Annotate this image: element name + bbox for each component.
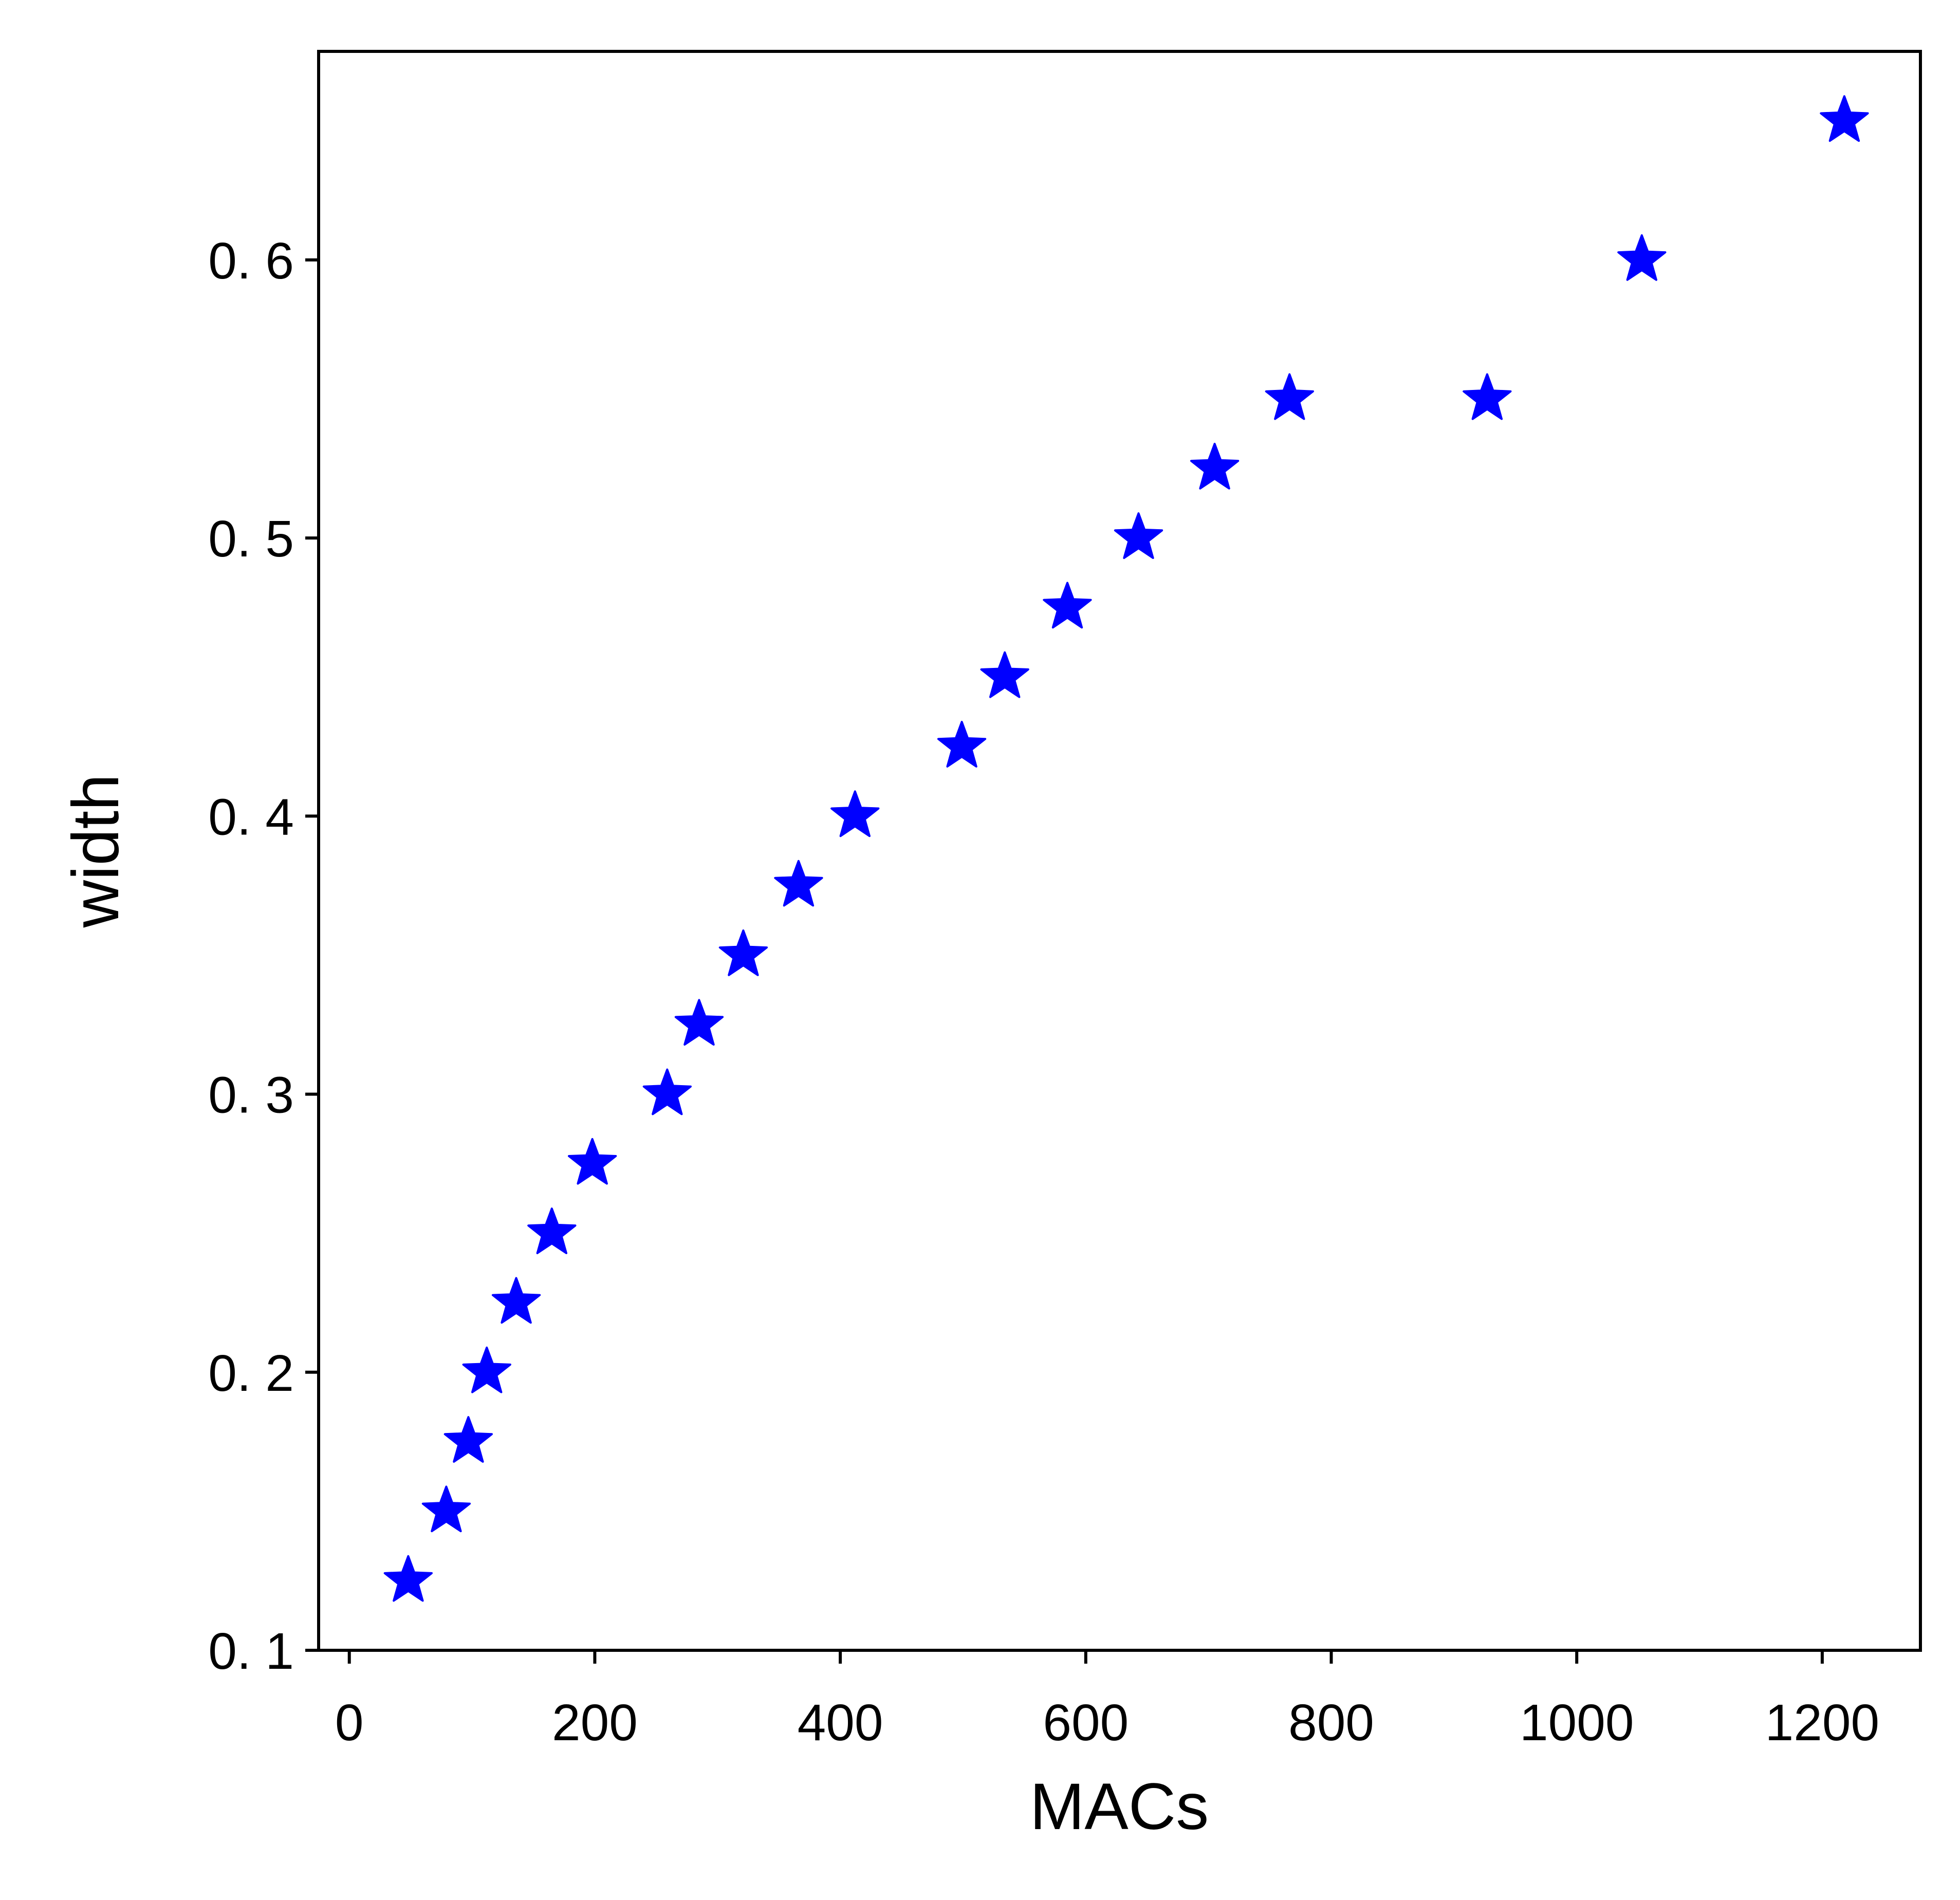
y-axis: 0. 1 0. 2 0. 3 0. 4 0. 5 0. 6 (208, 232, 319, 1680)
data-point (980, 651, 1029, 698)
data-points (383, 95, 1869, 1602)
data-point (718, 929, 768, 976)
plot-area: 0 200 400 600 800 1000 1200 0. 10. 20. 30. 40.… (208, 50, 1922, 1752)
data-point (383, 1555, 433, 1602)
data-point (674, 999, 724, 1046)
y-tick-label: 0. 6 (208, 232, 294, 290)
data-point (642, 1068, 692, 1115)
data-point (1190, 442, 1240, 490)
x-axis-label: MACs (1030, 1770, 1209, 1843)
data-point (462, 1346, 511, 1393)
x-tick-label: 800 (1288, 1694, 1374, 1752)
data-point (937, 721, 987, 768)
data-point (491, 1277, 541, 1324)
data-point (1265, 373, 1314, 420)
data-point (568, 1138, 617, 1185)
data-point (1820, 95, 1869, 142)
y-tick-label: 0. 2 (208, 1345, 294, 1402)
x-tick-label: 400 (798, 1694, 883, 1752)
data-point (1617, 234, 1667, 281)
data-point (443, 1416, 493, 1463)
x-tick-label: 600 (1043, 1694, 1129, 1752)
data-point (421, 1485, 471, 1533)
x-axis: 0 200 400 600 800 1000 1200 (335, 1650, 1879, 1752)
data-point (774, 860, 823, 907)
x-tick-label: 1200 (1765, 1694, 1879, 1752)
data-point (527, 1207, 577, 1254)
x-tick-label: 200 (552, 1694, 638, 1752)
plot-frame (317, 50, 1922, 1652)
y-tick-label: 0. 4 (208, 788, 294, 846)
data-point (830, 790, 880, 837)
data-point (1043, 582, 1092, 629)
y-axis-label: width (59, 774, 133, 928)
data-point (1463, 373, 1512, 420)
x-tick-label: 0 (335, 1694, 364, 1752)
data-point (1114, 512, 1163, 559)
x-tick-label: 1000 (1520, 1694, 1634, 1752)
y-tick-label: 0. 3 (208, 1067, 294, 1124)
y-tick-label: 0. 5 (208, 510, 294, 568)
y-tick-label: 0. 1 (208, 1623, 294, 1680)
